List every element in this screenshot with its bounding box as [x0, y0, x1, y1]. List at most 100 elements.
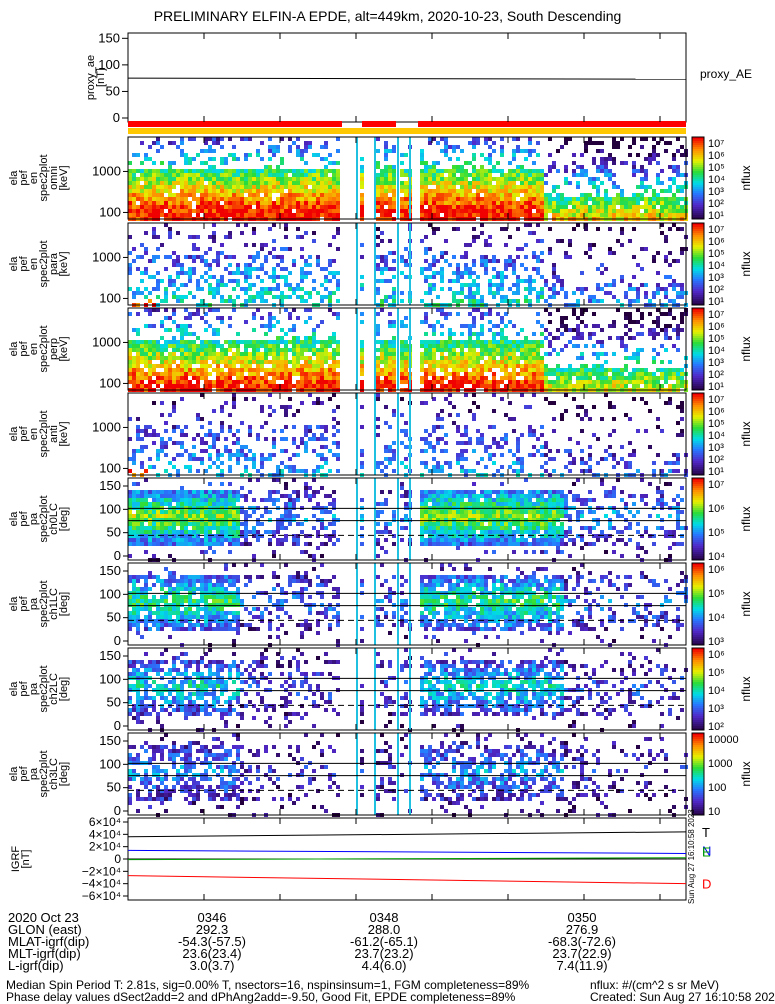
spectrogram-cell: [256, 201, 260, 205]
spectrogram-cell: [312, 181, 316, 185]
spectrogram-cell: [600, 209, 604, 213]
spectrogram-cell: [236, 344, 240, 348]
spectrogram-cell: [604, 205, 608, 209]
spectrogram-cell: [528, 384, 532, 388]
spectrogram-cell: [388, 149, 392, 153]
spectrogram-cell: [612, 197, 616, 201]
spectrogram-cell: [536, 380, 540, 384]
spectrogram-cell: [132, 364, 136, 368]
spectrogram-cell: [432, 360, 436, 364]
spectrogram-cell: [544, 376, 548, 380]
spectrogram-cell: [296, 348, 300, 352]
spectrogram-cell: [228, 360, 232, 364]
spectrogram-cell: [172, 169, 176, 173]
spectrogram-cell: [512, 291, 516, 295]
colorbar-swatch: [692, 247, 704, 249]
spectrogram-cell: [524, 287, 528, 291]
spectrogram-cell: [524, 405, 528, 409]
spectrogram-cell: [676, 169, 680, 173]
spectrogram-cell: [504, 173, 508, 177]
spectrogram-cell: [468, 185, 472, 189]
spectrogram-cell: [228, 201, 232, 205]
spectrogram-cell: [628, 201, 632, 205]
spectrogram-cell: [144, 445, 148, 449]
spectrogram-cell: [216, 185, 220, 189]
spectrogram-cell: [240, 169, 244, 173]
spectrogram-cell: [204, 173, 208, 177]
spectrogram-cell: [380, 360, 384, 364]
spectrogram-cell: [680, 251, 684, 255]
spectrogram-cell: [176, 275, 180, 279]
spectrogram-cell: [336, 344, 340, 348]
spectrogram-cell: [540, 324, 544, 328]
proxy-ae-ytick-label: 50: [106, 83, 120, 98]
spectrogram-cell: [384, 263, 388, 267]
spectrogram-cell: [136, 209, 140, 213]
spectrogram-cell: [500, 299, 504, 303]
spectrogram-cell: [472, 259, 476, 263]
spectrogram-cell: [488, 243, 492, 247]
spectrogram-cell: [636, 352, 640, 356]
spectrogram-cell: [420, 149, 424, 153]
spectrogram-cell: [484, 312, 488, 316]
spectrogram-cell: [424, 173, 428, 177]
spectrogram-cell: [260, 177, 264, 181]
spectrogram-cell: [240, 380, 244, 384]
spectrogram-cell: [172, 348, 176, 352]
spectrogram-cell: [504, 209, 508, 213]
spectrogram-cell: [480, 368, 484, 372]
spectrogram-cell: [132, 372, 136, 376]
spectrogram-cell: [492, 409, 496, 413]
spectrogram-cell: [136, 344, 140, 348]
spectrogram-cell: [508, 356, 512, 360]
spectrogram-cell: [208, 364, 212, 368]
spectrogram-cell: [456, 271, 460, 275]
spectrogram-cell: [292, 213, 296, 217]
spectrogram-cell: [460, 384, 464, 388]
spectrogram-cell: [472, 141, 476, 145]
spectrogram-cell: [484, 376, 488, 380]
spectrogram-cell: [252, 299, 256, 303]
spectrogram-cell: [376, 161, 380, 165]
spectrogram-cell: [268, 413, 272, 417]
spectrogram-cell: [644, 197, 648, 201]
spectrogram-cell: [424, 437, 428, 441]
spectrogram-cell: [672, 197, 676, 201]
spectrogram-cell: [652, 360, 656, 364]
spectrogram-cell: [448, 201, 452, 205]
spectrogram-cell: [512, 213, 516, 217]
spectrogram-cell: [248, 153, 252, 157]
spectrogram-cell: [152, 235, 156, 239]
spectrogram-cell: [144, 197, 148, 201]
spectrogram-cell: [528, 275, 532, 279]
spectrogram-cell: [184, 181, 188, 185]
spectrogram-cell: [228, 324, 232, 328]
spectrogram-cell: [360, 356, 364, 360]
spectrogram-cell: [276, 352, 280, 356]
spectrogram-cell: [268, 368, 272, 372]
spectrogram-cell: [460, 291, 464, 295]
spectrogram-cell: [252, 169, 256, 173]
spectrogram-cell: [296, 227, 300, 231]
spectrogram-cell: [496, 312, 500, 316]
colorbar-swatch: [692, 283, 704, 285]
spectrogram-cell: [472, 308, 476, 312]
spectrogram-cell: [420, 239, 424, 243]
spectrogram-cell: [448, 352, 452, 356]
spectrogram-cell: [508, 380, 512, 384]
spectrogram-cell: [400, 376, 404, 380]
spectrogram-cell: [228, 316, 232, 320]
spectrogram-cell: [132, 356, 136, 360]
spectrogram-cell: [252, 231, 256, 235]
spectrogram-cell: [232, 360, 236, 364]
spectrogram-cell: [428, 445, 432, 449]
spectrogram-cell: [220, 299, 224, 303]
spectrogram-cell: [532, 231, 536, 235]
spectrogram-cell: [460, 340, 464, 344]
spectrogram-cell: [136, 348, 140, 352]
spectrogram-cell: [176, 209, 180, 213]
spectrogram-cell: [392, 173, 396, 177]
spectrogram-cell: [636, 348, 640, 352]
spectrogram-cell: [600, 299, 604, 303]
spectrogram-cell: [188, 344, 192, 348]
